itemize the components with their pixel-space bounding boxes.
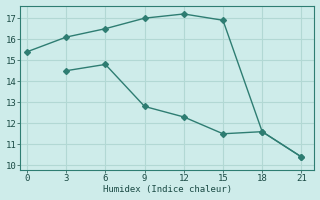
X-axis label: Humidex (Indice chaleur): Humidex (Indice chaleur) [103, 185, 232, 194]
